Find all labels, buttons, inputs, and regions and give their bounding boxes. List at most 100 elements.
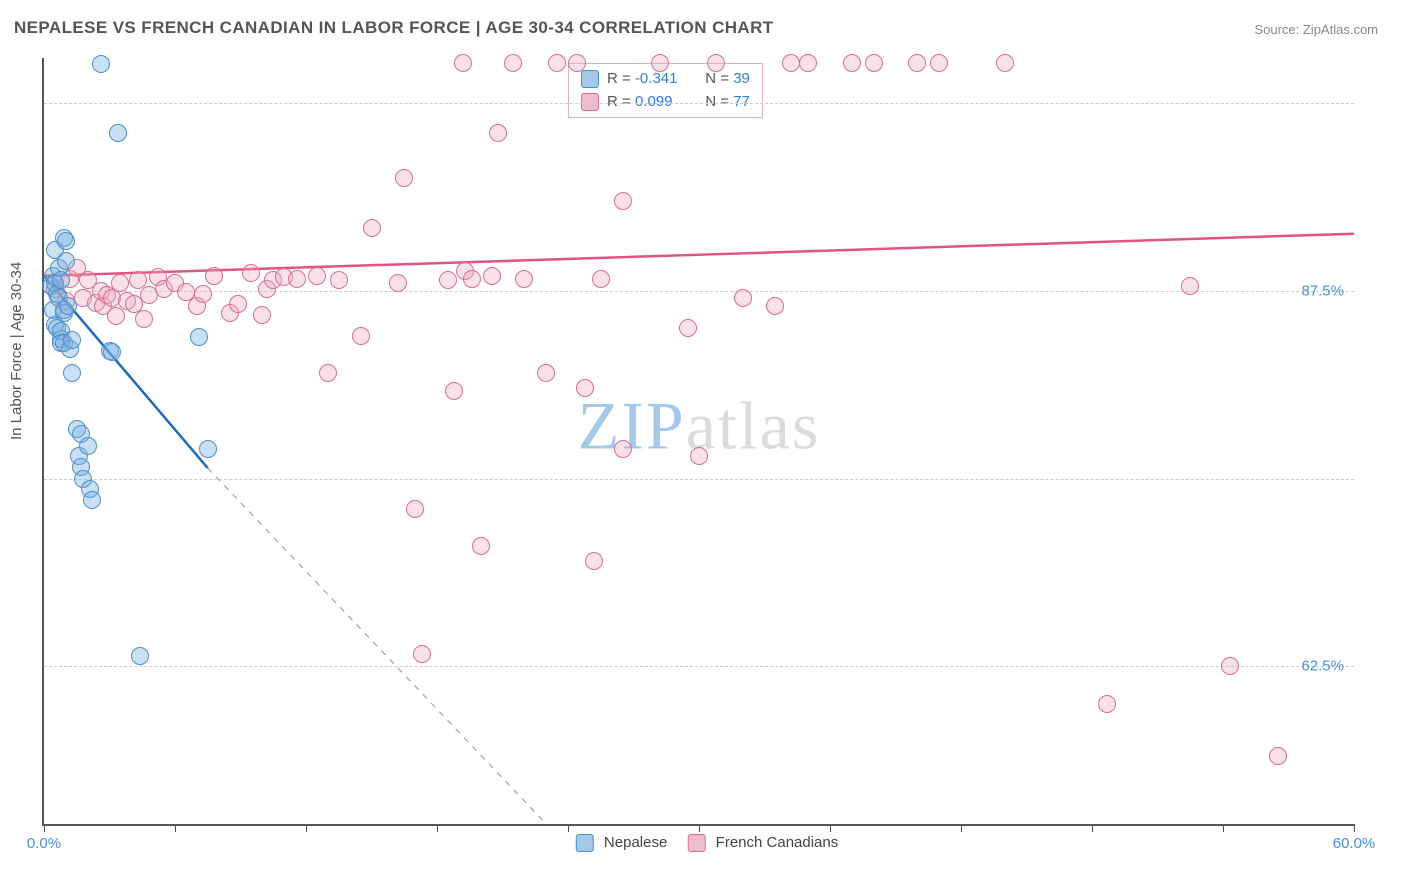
french-point [614, 440, 632, 458]
chart-container: NEPALESE VS FRENCH CANADIAN IN LABOR FOR… [0, 0, 1406, 892]
gridline [44, 479, 1354, 480]
french-point [463, 270, 481, 288]
french-point [585, 552, 603, 570]
x-tick [1223, 824, 1224, 832]
y-tick-label: 87.5% [1301, 282, 1344, 299]
plot-area: ZIPatlas R = -0.341 N = 39R = 0.099 N = … [42, 58, 1354, 826]
source-label: Source: ZipAtlas.com [1254, 22, 1378, 37]
nepalese-point [57, 252, 75, 270]
french-point [413, 645, 431, 663]
french-point [930, 54, 948, 72]
gridline [44, 666, 1354, 667]
french-point [908, 54, 926, 72]
x-tick-label: 60.0% [1333, 835, 1376, 852]
x-tick [1354, 824, 1355, 832]
trend-lines [44, 58, 1354, 824]
french-point [707, 54, 725, 72]
french-point [996, 54, 1014, 72]
french-point [454, 54, 472, 72]
watermark-zip: ZIP [578, 387, 686, 463]
french-point [483, 267, 501, 285]
y-tick-label: 62.5% [1301, 658, 1344, 675]
french-point [242, 264, 260, 282]
french-point [288, 270, 306, 288]
french-point [253, 306, 271, 324]
stats-row-nepalese: R = -0.341 N = 39 [581, 68, 750, 91]
nepalese-point [109, 124, 127, 142]
french-point [568, 54, 586, 72]
french-point [782, 54, 800, 72]
nepalese-point [190, 328, 208, 346]
french-point [229, 295, 247, 313]
nepalese-point [131, 647, 149, 665]
stats-box: R = -0.341 N = 39R = 0.099 N = 77 [568, 63, 763, 118]
french-point [395, 169, 413, 187]
french-point [406, 500, 424, 518]
nepalese-point [92, 55, 110, 73]
french-point [194, 285, 212, 303]
french-point [330, 271, 348, 289]
x-tick [44, 824, 45, 832]
french-point [651, 54, 669, 72]
gridline [44, 103, 1354, 104]
x-tick [699, 824, 700, 832]
legend-swatch-nepalese [576, 834, 594, 852]
nepalese-point [59, 297, 77, 315]
x-tick-label: 0.0% [27, 835, 61, 852]
french-point [205, 267, 223, 285]
x-tick [961, 824, 962, 832]
french-point [504, 54, 522, 72]
nepalese-point [103, 343, 121, 361]
french-point [799, 54, 817, 72]
french-point [439, 271, 457, 289]
french-point [734, 289, 752, 307]
stats-row-french: R = 0.099 N = 77 [581, 91, 750, 114]
french-point [1221, 657, 1239, 675]
french-point [537, 364, 555, 382]
legend-swatch-french [687, 834, 705, 852]
french-point [489, 124, 507, 142]
french-point [352, 327, 370, 345]
chart-title: NEPALESE VS FRENCH CANADIAN IN LABOR FOR… [14, 18, 774, 38]
french-point [308, 267, 326, 285]
legend-label-french: French Canadians [716, 834, 839, 851]
french-point [111, 274, 129, 292]
legend: Nepalese French Canadians [560, 834, 838, 852]
french-point [865, 54, 883, 72]
gridline [44, 291, 1354, 292]
x-tick [830, 824, 831, 832]
legend-label-nepalese: Nepalese [604, 834, 667, 851]
french-point [515, 270, 533, 288]
french-point [592, 270, 610, 288]
french-point [576, 379, 594, 397]
y-axis-label: In Labor Force | Age 30-34 [8, 262, 25, 440]
nepalese-point [199, 440, 217, 458]
nepalese-point [52, 271, 70, 289]
french-point [472, 537, 490, 555]
nepalese-point [79, 437, 97, 455]
french-point [389, 274, 407, 292]
french-point [690, 447, 708, 465]
x-tick [175, 824, 176, 832]
french-point [107, 307, 125, 325]
x-tick [437, 824, 438, 832]
french-point [319, 364, 337, 382]
french-point [1098, 695, 1116, 713]
french-point [548, 54, 566, 72]
nepalese-point [57, 232, 75, 250]
x-tick [1092, 824, 1093, 832]
french-point [843, 54, 861, 72]
french-point [766, 297, 784, 315]
french-point [679, 319, 697, 337]
x-tick [306, 824, 307, 832]
x-tick [568, 824, 569, 832]
french-point [1269, 747, 1287, 765]
french-point [135, 310, 153, 328]
nepalese-point [83, 491, 101, 509]
french-point [614, 192, 632, 210]
nepalese-point [63, 331, 81, 349]
french-point [363, 219, 381, 237]
nepalese-point [63, 364, 81, 382]
french-point [1181, 277, 1199, 295]
french-point [445, 382, 463, 400]
